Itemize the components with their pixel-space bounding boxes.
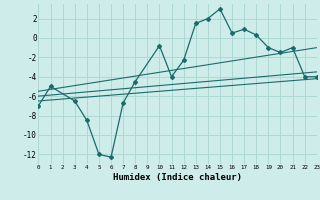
X-axis label: Humidex (Indice chaleur): Humidex (Indice chaleur) [113,173,242,182]
